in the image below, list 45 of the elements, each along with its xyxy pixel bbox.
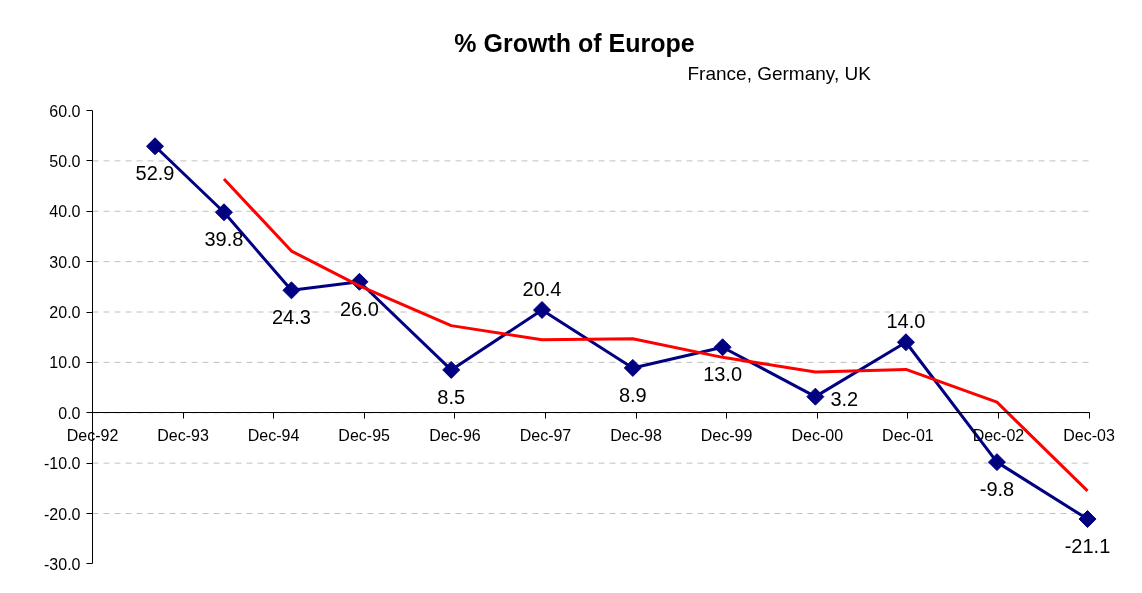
point: [1078, 510, 1097, 529]
data-label: 20.4: [522, 278, 562, 300]
x-tick-label: Dec-97: [519, 426, 572, 444]
x-tick-label: Dec-01: [882, 426, 934, 444]
y-tick-label: 0.0: [58, 404, 81, 422]
point: [146, 137, 164, 156]
chart-subtitle: France, Germany, UK: [687, 62, 872, 84]
data-label: -9.8: [979, 478, 1015, 501]
point: [442, 360, 461, 379]
x-tick-label: Dec-96: [429, 426, 481, 444]
data-label: 3.2: [830, 387, 859, 410]
data-label: 8.9: [618, 383, 647, 406]
chart-title: % Growth of Europe: [454, 29, 695, 57]
y-tick-label: 10.0: [49, 354, 81, 372]
y-tick-label: -10.0: [44, 455, 81, 473]
y-tick-label: 20.0: [49, 304, 81, 322]
data-label: 26.0: [339, 297, 379, 320]
x-tick-label: Dec-98: [610, 426, 662, 444]
data-label: 8.5: [437, 385, 466, 408]
y-tick-label: 60.0: [49, 102, 81, 120]
data-label: 13.0: [703, 363, 743, 386]
point: [623, 358, 642, 377]
point: [282, 281, 301, 300]
y-tick-label: 40.0: [49, 203, 81, 221]
data-label: 39.8: [204, 228, 244, 251]
x-tick-label: Dec-00: [791, 426, 844, 444]
data-label: -21.1: [1064, 535, 1111, 558]
y-tick-label: 50.0: [49, 152, 81, 170]
x-tick-label: Dec-99: [700, 426, 753, 444]
point: [806, 387, 825, 406]
x-tick-label: Dec-93: [157, 426, 209, 444]
data-label: 52.9: [135, 162, 175, 185]
x-tick-label: Dec-03: [1063, 426, 1115, 444]
x-tick-label: Dec-95: [338, 426, 391, 444]
point: [896, 333, 915, 352]
point: [533, 301, 551, 319]
point: [987, 453, 1006, 472]
data-label: 24.3: [271, 306, 311, 329]
x-tick-label: Dec-94: [247, 426, 300, 444]
y-tick-label: 30.0: [49, 253, 81, 271]
point: [214, 203, 233, 222]
data-label: 14.0: [886, 310, 926, 333]
y-tick-label: -30.0: [44, 555, 81, 573]
y-tick-label: -20.0: [44, 505, 81, 523]
point: [713, 338, 732, 357]
